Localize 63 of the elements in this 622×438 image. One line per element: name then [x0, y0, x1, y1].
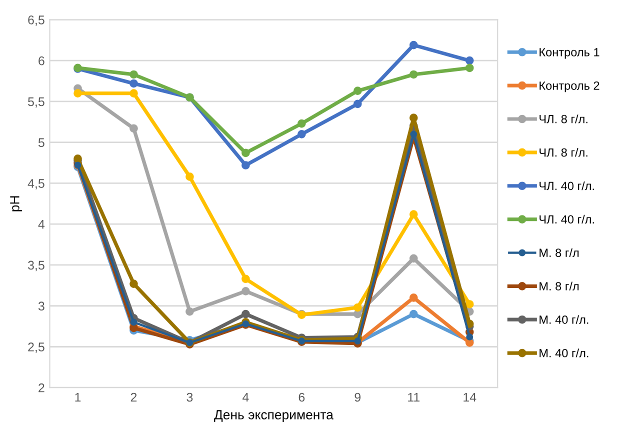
- point: [409, 294, 418, 302]
- y-tick-label: 3,5: [28, 260, 44, 272]
- point: [130, 79, 138, 88]
- legend-label: М. 40 г/л.: [540, 315, 588, 324]
- point: [242, 286, 250, 296]
- point: [130, 318, 138, 326]
- y-tick-label: 6,5: [28, 16, 44, 26]
- y-tick-label: 2: [38, 383, 44, 392]
- legend-label: ЧЛ. 40 г/л.: [540, 181, 594, 190]
- point: [130, 70, 138, 79]
- point: [465, 56, 474, 65]
- point: [353, 86, 362, 96]
- point: [409, 254, 418, 263]
- point: [409, 310, 418, 318]
- y-tick-label: 3: [38, 302, 44, 311]
- legend-label: М. 8 г/л: [540, 282, 579, 290]
- legend-label: ЧЛ. 40 г/л.: [540, 214, 594, 224]
- point: [465, 300, 474, 308]
- x-tick-label: 6: [298, 392, 305, 402]
- y-tick-label: 5: [38, 138, 44, 147]
- point: [353, 310, 362, 318]
- y-tick-label: 4: [38, 220, 45, 229]
- point: [354, 338, 362, 344]
- point: [353, 303, 362, 312]
- x-tick-label: 14: [464, 392, 476, 402]
- point: [409, 70, 418, 79]
- point: [186, 307, 194, 316]
- point: [130, 280, 138, 288]
- legend-label: М. 40 г/л.: [540, 348, 588, 358]
- legend-label: М. 8 г/л: [540, 248, 579, 257]
- point: [242, 161, 250, 170]
- legend-label: Контроль 2: [540, 81, 600, 92]
- x-tick-label: 9: [354, 392, 361, 402]
- point: [409, 114, 418, 122]
- point: [353, 100, 362, 108]
- legend-label: ЧЛ. 8 г/л.: [540, 148, 588, 157]
- legend-label: Контроль 1: [540, 48, 600, 59]
- point: [409, 40, 418, 50]
- x-tick-label: 1: [75, 392, 81, 402]
- y-tick-label: 5,5: [28, 97, 44, 108]
- point: [130, 89, 138, 98]
- x-tick-label: 3: [186, 392, 193, 402]
- point: [298, 119, 306, 128]
- point: [242, 310, 250, 318]
- point: [242, 148, 250, 158]
- y-tick-label: 4,5: [28, 179, 44, 190]
- point: [410, 130, 418, 138]
- x-tick-label: 11: [408, 392, 420, 402]
- point: [130, 124, 138, 133]
- point: [186, 172, 194, 181]
- y-tick-label: 2,5: [28, 342, 44, 353]
- x-tick-label: 2: [130, 392, 137, 402]
- y-axis-title: pH: [10, 196, 22, 212]
- point: [409, 210, 418, 218]
- point: [298, 130, 306, 138]
- legend-label: ЧЛ. 8 г/л.: [540, 114, 588, 124]
- point: [465, 64, 474, 72]
- x-axis-title: День эксперимента: [214, 410, 334, 422]
- point: [466, 333, 474, 340]
- point: [242, 274, 250, 284]
- x-tick-label: 4: [242, 392, 249, 402]
- point: [74, 89, 82, 98]
- y-tick-label: 6: [38, 56, 44, 66]
